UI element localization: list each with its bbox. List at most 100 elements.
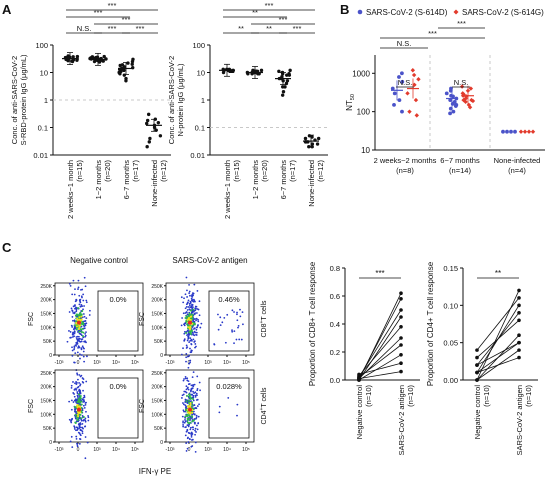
y-tick-label: 0.1 [195,124,205,133]
data-point [315,142,320,146]
data-point [285,73,289,77]
event-dot [77,286,80,289]
y-tick-label: 50K [43,426,53,432]
event-dot [72,401,75,403]
pair-line [476,342,520,366]
y-tick-label: 0.2 [330,348,340,357]
x-tick-label: 10³ [204,447,212,453]
data-point [467,105,473,110]
positive-event [236,319,239,322]
event-dot [71,446,74,449]
legend-marker-s614d [357,9,363,15]
event-dot [84,332,87,335]
y-tick-label: 0.00 [443,376,458,385]
data-point [126,61,130,65]
event-dot [183,339,186,342]
positive-event [217,328,220,331]
significance-label: *** [108,1,117,10]
significance-label: N.S. [77,24,92,33]
significance-label: *** [279,15,288,24]
positive-event [231,309,234,312]
y-tick-label: 100K [40,325,52,331]
x-tick-label: 10³ [204,360,212,366]
category-n: (n=12) [316,159,325,181]
event-dot [84,402,87,404]
event-dot [70,336,72,339]
event-dot [192,390,194,393]
event-dot [78,399,81,402]
data-point [463,99,468,105]
x-tick-label: 10³ [93,447,101,453]
event-dot [194,394,197,397]
event-dot [75,426,78,429]
event-dot [185,394,188,397]
event-dot [185,400,188,403]
data-point [152,125,157,130]
y-tick-label: 0.01 [33,151,48,160]
significance-label: *** [136,24,145,33]
data-point [400,109,404,114]
data-point [411,72,417,78]
event-dot [83,340,85,343]
data-point [146,112,151,117]
data-point [513,129,517,134]
event-dot [73,330,76,333]
event-dot [85,301,88,304]
y-tick-label: 200K [40,385,52,391]
x-tick-label: 10⁵ [242,447,250,453]
event-dot [195,317,198,320]
event-dot [66,340,69,343]
pair-line [358,354,402,381]
positive-event [221,321,224,324]
positive-event [233,330,236,333]
data-point [400,71,404,76]
positive-event [217,313,219,316]
event-dot [194,441,197,444]
event-dot [190,387,193,390]
event-dot [73,332,76,335]
y-tick-label: 100 [192,41,205,50]
event-dot [77,307,80,310]
event-dot [80,403,83,406]
event-dot [192,428,195,431]
event-dot [76,445,79,448]
event-dot [80,417,83,420]
data-point [399,315,403,319]
significance-label: *** [428,29,437,38]
event-dot [189,337,192,340]
data-point [416,77,421,82]
data-point [517,288,521,293]
event-dot [187,326,190,329]
event-dot [83,347,85,350]
event-dot [76,442,78,445]
event-dot [186,296,188,298]
event-dot [80,315,83,318]
event-dot [75,398,77,401]
significance-label: ** [238,24,244,33]
event-dot [190,315,193,318]
y-tick-label: 0.0 [330,376,340,385]
data-point [461,97,466,103]
data-point [145,145,149,149]
event-dot [79,383,82,386]
y-tick-label: 10 [197,69,205,78]
y-tick-label: 10 [40,69,48,78]
event-dot [69,331,72,333]
y-tick-label: 200K [40,298,52,304]
data-point [147,140,151,144]
data-point [517,355,521,360]
event-dot [190,435,193,438]
event-dot [188,417,191,420]
event-dot [82,419,85,422]
pair-line [476,342,520,373]
event-dot [188,341,191,344]
positive-event [219,324,222,326]
event-dot [76,413,79,416]
event-dot [191,313,194,316]
event-dot [198,381,201,384]
event-dot [184,418,186,421]
event-dot [81,423,84,425]
y-axis-label-line: S-RBD-protein IgG (μg/mL) [19,54,28,146]
x-tick-label: 10⁴ [223,360,231,366]
